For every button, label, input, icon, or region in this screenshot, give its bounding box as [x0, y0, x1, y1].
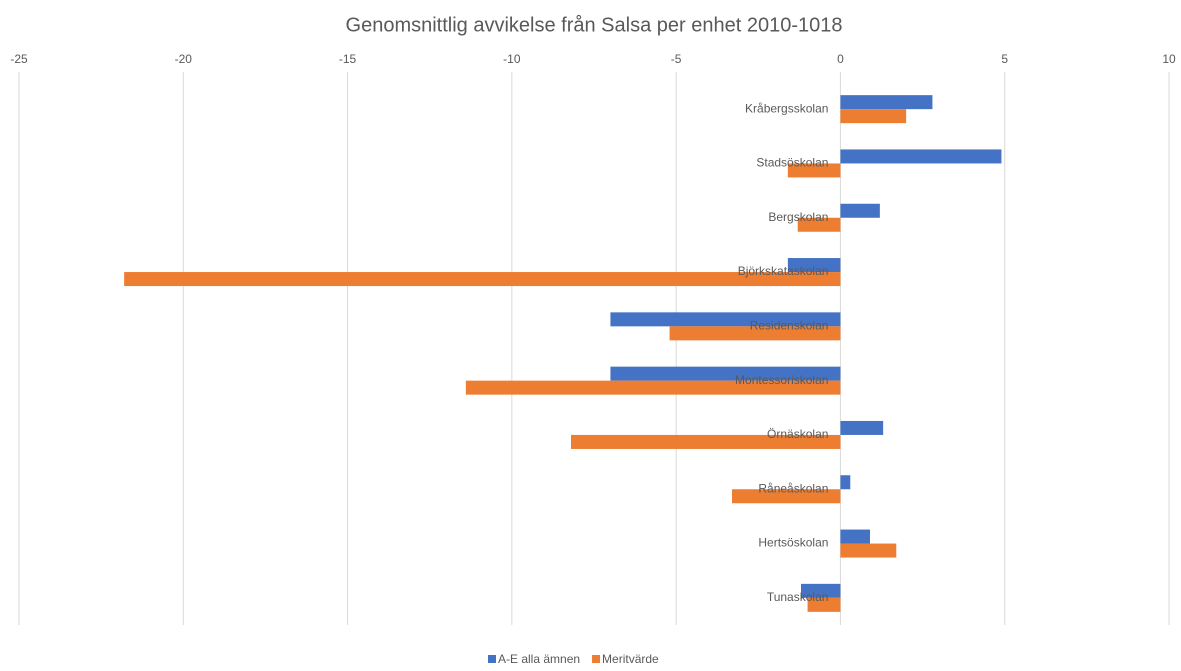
- legend-swatch: [592, 655, 601, 663]
- bar: [840, 109, 907, 124]
- y-tick-label: Montessoriskolan: [735, 373, 828, 387]
- bar: [787, 258, 841, 273]
- x-tick-label: -20: [175, 52, 193, 66]
- bar: [840, 95, 933, 110]
- bar: [840, 203, 880, 218]
- bar: [669, 326, 841, 341]
- chart-title: Genomsnittlig avvikelse från Salsa per e…: [346, 14, 843, 36]
- bar: [807, 597, 841, 612]
- bar: [124, 272, 841, 287]
- x-tick-label: 10: [1162, 52, 1176, 66]
- bar: [840, 543, 897, 558]
- bar: [840, 420, 884, 435]
- bar: [840, 529, 870, 544]
- bar: [840, 149, 1002, 164]
- bar: [610, 312, 841, 327]
- legend-label: A-E alla ämnen: [498, 652, 580, 666]
- bar: [787, 163, 841, 178]
- bar: [465, 380, 841, 395]
- x-tick-label: -10: [503, 52, 521, 66]
- y-tick-label: Örnäskolan: [767, 427, 828, 441]
- x-tick-label: -5: [671, 52, 682, 66]
- x-tick-label: -25: [10, 52, 28, 66]
- y-tick-label: Stadsöskolan: [756, 156, 828, 170]
- y-tick-label: Bergskolan: [768, 210, 828, 224]
- y-tick-label: Björkskataskolan: [738, 264, 829, 278]
- bar: [797, 217, 841, 232]
- bar: [801, 583, 841, 598]
- bar: [571, 434, 841, 449]
- x-tick-label: -15: [339, 52, 357, 66]
- y-tick-label: Tunaskolan: [767, 590, 829, 604]
- bar: [840, 475, 851, 490]
- y-tick-label: Hertsöskolan: [758, 536, 828, 550]
- y-tick-label: Residenskolan: [750, 319, 829, 333]
- x-tick-label: 0: [837, 52, 844, 66]
- y-tick-label: Kråbergsskolan: [745, 101, 828, 115]
- legend-label: Meritvärde: [602, 652, 659, 666]
- bar: [610, 366, 841, 381]
- bar: [732, 489, 841, 504]
- y-tick-label: Råneåskolan: [758, 481, 828, 495]
- legend-swatch: [488, 655, 496, 663]
- x-tick-label: 5: [1001, 52, 1008, 66]
